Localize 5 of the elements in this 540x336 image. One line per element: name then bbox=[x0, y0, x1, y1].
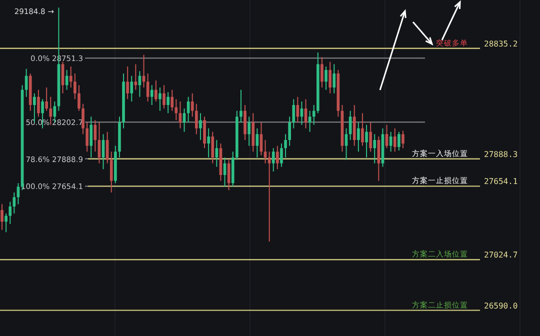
ref-line-label: 27024.7 bbox=[484, 250, 518, 260]
ref-line-label: 27888.3 bbox=[484, 150, 518, 159]
ref-line-label: 28835.2 bbox=[484, 39, 518, 48]
ref-line-label: 27654.1 bbox=[484, 177, 518, 186]
ref-line-label: 26590.0 bbox=[484, 301, 518, 310]
